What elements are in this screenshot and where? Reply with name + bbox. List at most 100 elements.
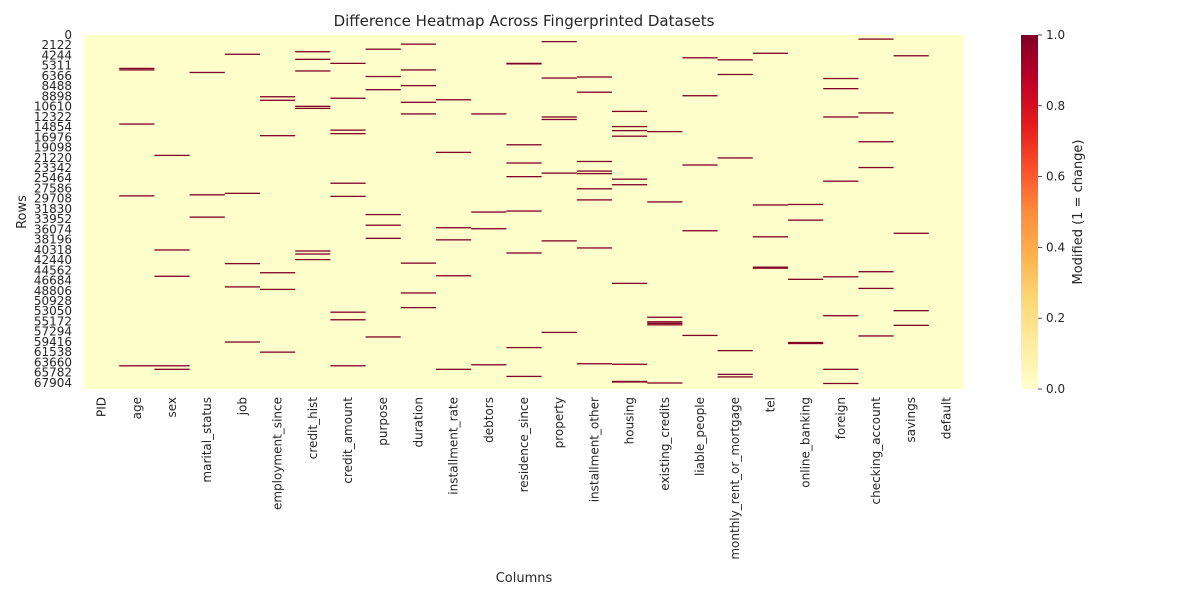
- y-tick-label: 16976: [34, 130, 72, 144]
- change-mark-employment_since: [260, 99, 296, 101]
- x-tick-label-default: default: [939, 397, 953, 440]
- change-mark-duration: [400, 69, 436, 71]
- y-tick-label: 36074: [34, 222, 72, 236]
- change-mark-monthly_rent_or_mortgage: [717, 373, 753, 376]
- change-mark-property: [541, 172, 577, 174]
- change-mark-credit_amount: [330, 129, 366, 131]
- change-mark-property: [541, 118, 577, 121]
- y-tick-label: 14854: [34, 120, 72, 134]
- change-mark-job: [224, 262, 260, 265]
- change-mark-credit_hist: [295, 253, 331, 255]
- x-tick-label-employment_since: employment_since: [271, 397, 285, 510]
- change-mark-foreign: [823, 88, 859, 90]
- change-mark-debtors: [471, 113, 507, 115]
- change-mark-foreign: [823, 368, 859, 370]
- y-tick-label: 67904: [34, 376, 72, 390]
- x-tick-label-foreign: foreign: [834, 397, 848, 439]
- y-tick-label: 42440: [34, 253, 72, 267]
- change-mark-job: [224, 192, 260, 194]
- x-tick-label-purpose: purpose: [376, 397, 390, 446]
- x-tick-label-checking_account: checking_account: [869, 397, 883, 505]
- change-mark-residence_since: [506, 63, 542, 65]
- change-mark-credit_hist: [295, 107, 331, 110]
- change-mark-employment_since: [260, 96, 296, 98]
- y-tick-label: 40318: [34, 243, 72, 257]
- change-mark-employment_since: [260, 272, 296, 274]
- colorbar-tick-label: 0.4: [1046, 240, 1065, 254]
- change-mark-foreign: [823, 77, 859, 80]
- change-mark-housing: [612, 125, 648, 128]
- y-tick-label: 12322: [34, 110, 72, 124]
- change-mark-monthly_rent_or_mortgage: [717, 157, 753, 159]
- change-mark-checking_account: [858, 112, 894, 114]
- change-mark-credit_amount: [330, 133, 366, 135]
- change-mark-monthly_rent_or_mortgage: [717, 73, 753, 76]
- change-mark-housing: [612, 363, 648, 365]
- heatmap-background: [84, 35, 964, 389]
- change-mark-savings: [893, 232, 929, 234]
- x-tick-label-sex: sex: [165, 397, 179, 418]
- change-mark-existing_credits: [647, 316, 683, 318]
- x-tick-label-age: age: [130, 397, 144, 419]
- change-mark-installment_other: [576, 91, 612, 93]
- change-mark-property: [541, 40, 577, 43]
- change-mark-employment_since: [260, 288, 296, 291]
- change-mark-online_banking: [788, 342, 824, 345]
- x-tick-label-tel: tel: [763, 397, 777, 412]
- x-tick-label-credit_hist: credit_hist: [306, 397, 320, 459]
- x-tick-label-job: job: [235, 397, 249, 416]
- change-mark-purpose: [365, 89, 401, 91]
- x-tick-label-online_banking: online_banking: [799, 397, 813, 488]
- x-tick-label-residence_since: residence_since: [517, 397, 531, 492]
- change-mark-foreign: [823, 180, 859, 182]
- change-mark-housing: [612, 178, 648, 180]
- change-mark-existing_credits: [647, 201, 683, 203]
- change-mark-savings: [893, 324, 929, 326]
- change-mark-age: [119, 365, 155, 367]
- change-mark-debtors: [471, 211, 507, 213]
- change-mark-credit_amount: [330, 97, 366, 99]
- change-mark-duration: [400, 43, 436, 45]
- change-mark-marital_status: [189, 71, 225, 74]
- change-mark-liable_people: [682, 57, 718, 59]
- change-mark-existing_credits: [647, 322, 683, 324]
- x-tick-label-marital_status: marital_status: [200, 397, 214, 483]
- change-mark-online_banking: [788, 341, 824, 344]
- change-mark-foreign: [823, 315, 859, 317]
- change-mark-duration: [400, 101, 436, 103]
- y-tick-label: 27586: [34, 181, 72, 195]
- change-mark-credit_amount: [330, 62, 366, 65]
- change-mark-sex: [154, 368, 190, 370]
- change-mark-checking_account: [858, 38, 894, 40]
- y-tick-label: 10610: [34, 100, 72, 114]
- change-mark-age: [119, 69, 155, 71]
- x-tick-label-credit_amount: credit_amount: [341, 397, 355, 484]
- change-mark-purpose: [365, 224, 401, 226]
- change-mark-residence_since: [506, 375, 542, 378]
- change-mark-residence_since: [506, 144, 542, 146]
- change-mark-tel: [752, 266, 788, 268]
- change-mark-residence_since: [506, 162, 542, 164]
- y-tick-label: 50928: [34, 294, 72, 308]
- change-mark-foreign: [823, 116, 859, 118]
- y-tick-label: 31830: [34, 202, 72, 216]
- change-mark-employment_since: [260, 351, 296, 353]
- change-mark-tel: [752, 236, 788, 238]
- x-axis-ticks: PID age sex marital_status job employment_sin…: [95, 397, 954, 560]
- change-mark-credit_amount: [330, 182, 366, 184]
- change-mark-tel: [752, 267, 788, 269]
- colorbar-tick-label: 0.2: [1046, 311, 1065, 325]
- change-mark-tel: [752, 204, 788, 206]
- change-mark-installment_other: [576, 363, 612, 365]
- change-mark-residence_since: [506, 210, 542, 212]
- change-mark-existing_credits: [647, 321, 683, 323]
- change-mark-installment_rate: [436, 239, 472, 241]
- change-mark-foreign: [823, 382, 859, 385]
- change-mark-marital_status: [189, 216, 225, 218]
- y-tick-label: 38196: [34, 233, 72, 247]
- change-mark-liable_people: [682, 164, 718, 166]
- y-tick-label: 29708: [34, 192, 72, 206]
- change-mark-marital_status: [189, 194, 225, 196]
- x-tick-label-PID: PID: [95, 397, 109, 417]
